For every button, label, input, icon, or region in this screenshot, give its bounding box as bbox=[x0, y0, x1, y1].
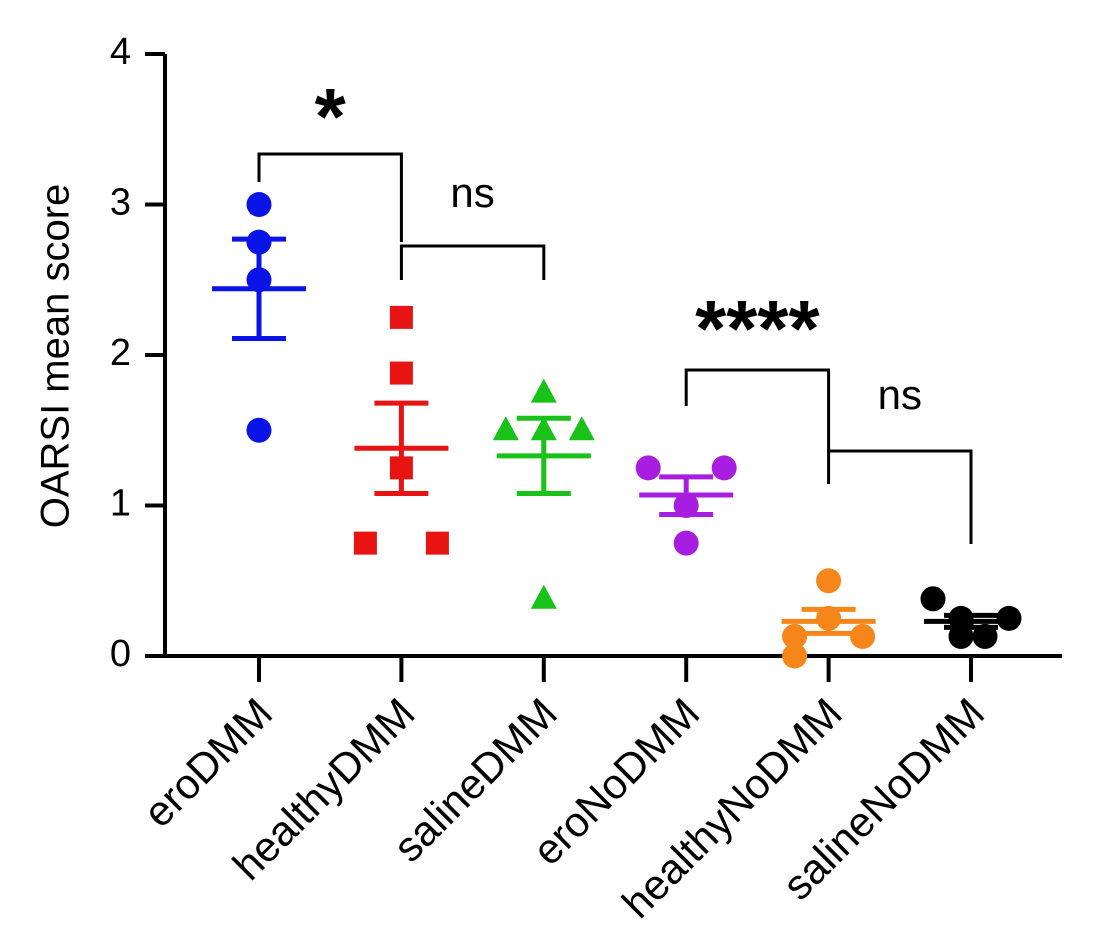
data-point bbox=[530, 584, 557, 609]
data-point bbox=[673, 530, 699, 556]
y-axis: 0 1 2 3 4 OARSI mean score bbox=[34, 31, 167, 675]
y-tick-label: 0 bbox=[110, 633, 131, 675]
series-healthyDMM bbox=[353, 305, 449, 555]
data-point bbox=[972, 623, 998, 649]
y-axis-title: OARSI mean score bbox=[34, 184, 78, 529]
bracket-line bbox=[827, 449, 973, 544]
data-point bbox=[530, 378, 557, 403]
data-point bbox=[389, 361, 413, 385]
data-point bbox=[425, 531, 449, 555]
significance-bracket: **** bbox=[684, 284, 831, 454]
significance-brackets: * ns **** ns bbox=[257, 72, 973, 544]
data-point bbox=[635, 455, 661, 481]
significance-bracket: ns bbox=[827, 371, 973, 544]
bracket-line bbox=[399, 244, 546, 280]
data-point bbox=[492, 416, 519, 441]
data-series bbox=[212, 192, 1022, 669]
bracket-line bbox=[684, 368, 831, 454]
data-point bbox=[996, 605, 1022, 631]
y-tick-label: 3 bbox=[110, 182, 131, 224]
data-point bbox=[948, 623, 974, 649]
y-tick-label: 4 bbox=[110, 31, 131, 73]
series-healthyNoDMM bbox=[781, 568, 876, 669]
significance-label: **** bbox=[695, 284, 820, 373]
y-tick-label: 2 bbox=[110, 332, 131, 374]
data-point bbox=[246, 192, 272, 217]
data-point bbox=[920, 586, 946, 612]
data-point bbox=[389, 305, 413, 329]
data-point bbox=[353, 531, 377, 555]
x-category-label: eroDMM bbox=[134, 689, 281, 836]
significance-label: * bbox=[315, 72, 347, 161]
series-salineDMM bbox=[492, 378, 595, 609]
data-point bbox=[816, 568, 842, 594]
significance-label: ns bbox=[450, 169, 494, 216]
significance-bracket: * bbox=[257, 72, 403, 242]
data-point bbox=[568, 416, 595, 441]
series-salineNoDMM bbox=[920, 586, 1022, 649]
data-point bbox=[246, 417, 272, 443]
bracket-line bbox=[257, 152, 403, 242]
significance-label: ns bbox=[878, 371, 922, 418]
data-point bbox=[850, 623, 876, 649]
data-point bbox=[782, 623, 808, 649]
y-tick-label: 1 bbox=[110, 483, 131, 525]
data-point bbox=[782, 643, 808, 669]
data-point bbox=[711, 455, 737, 481]
x-axis: eroDMMhealthyDMMsalineDMMeroNoDMMhealthy… bbox=[134, 654, 1062, 927]
series-eroNoDMM bbox=[635, 455, 737, 556]
series-eroDMM bbox=[212, 192, 306, 443]
data-point bbox=[948, 605, 974, 631]
significance-bracket: ns bbox=[399, 169, 546, 280]
